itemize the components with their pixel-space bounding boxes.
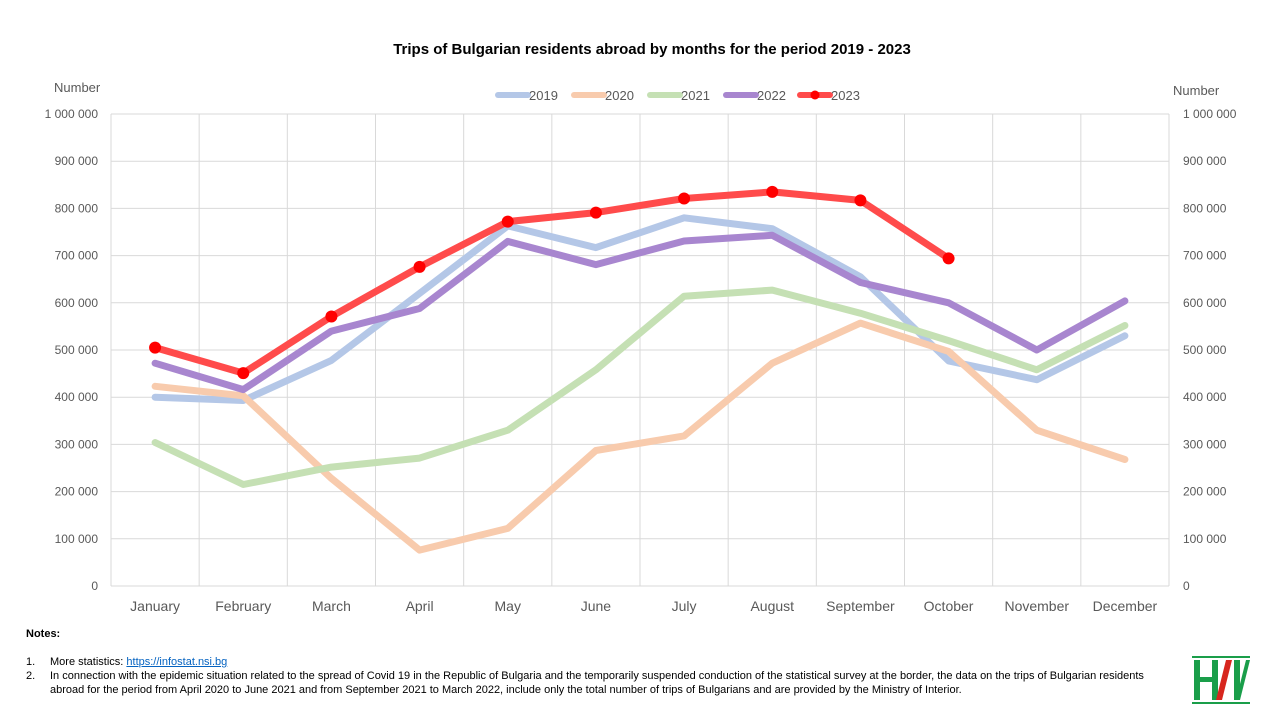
data-point-2023-october (942, 252, 955, 265)
infostat-link[interactable]: https://infostat.nsi.bg (126, 656, 228, 668)
y-tick-right: 0 (1183, 579, 1190, 593)
x-tick-july: July (672, 598, 697, 614)
y-tick-left: 200 000 (55, 485, 99, 499)
note-2: 2. In connection with the epidemic situa… (26, 669, 1146, 697)
note-1-text: More statistics: https://infostat.nsi.bg (50, 655, 227, 669)
notes: Notes: 1. More statistics: https://infos… (26, 627, 1146, 697)
data-point-2023-february (237, 367, 250, 380)
series-line-2023 (151, 188, 953, 377)
nsi-logo-icon (1192, 656, 1250, 704)
y-tick-right: 700 000 (1183, 249, 1227, 263)
y-tick-right: 400 000 (1183, 390, 1227, 404)
y-tick-right: 100 000 (1183, 532, 1227, 546)
y-tick-left: 300 000 (55, 437, 99, 451)
left-axis-unit: Number (54, 80, 101, 95)
y-tick-right: 300 000 (1183, 437, 1227, 451)
y-tick-right: 800 000 (1183, 201, 1227, 215)
legend: 2019 2020 2021 2022 2023 (495, 88, 860, 103)
note-2-text: In connection with the epidemic situatio… (50, 670, 1144, 696)
y-tick-left: 500 000 (55, 343, 99, 357)
x-tick-october: October (924, 598, 974, 614)
y-tick-right: 600 000 (1183, 296, 1227, 310)
y-tick-left: 100 000 (55, 532, 99, 546)
x-tick-april: April (406, 598, 434, 614)
y-tick-left: 900 000 (55, 154, 99, 168)
data-point-2023-september (854, 194, 867, 207)
data-point-2023-march (325, 310, 338, 323)
legend-label-2019: 2019 (529, 88, 558, 103)
line-chart: Trips of Bulgarian residents abroad by m… (45, 41, 1237, 614)
legend-label-2022: 2022 (757, 88, 786, 103)
x-tick-december: December (1093, 598, 1158, 614)
x-axis: January February March April May June July Augu… (130, 598, 1157, 614)
x-tick-january: January (130, 598, 180, 614)
x-tick-february: February (215, 598, 271, 614)
x-tick-september: September (826, 598, 895, 614)
x-tick-august: August (750, 598, 794, 614)
series-line-2020 (151, 319, 1129, 554)
y-tick-left: 700 000 (55, 249, 99, 263)
y-tick-left: 800 000 (55, 201, 99, 215)
legend-marker-2023 (810, 90, 820, 100)
right-axis-unit: Number (1173, 83, 1220, 98)
x-tick-march: March (312, 598, 351, 614)
note-1-number: 1. (26, 656, 36, 668)
data-point-2023-june (589, 206, 602, 219)
note-1-prefix: More statistics: (50, 656, 127, 668)
y-tick-right: 500 000 (1183, 343, 1227, 357)
y-axis-right: 0 100 000 200 000 300 000 400 000 500 000 600 … (1183, 107, 1237, 593)
data-point-2023-august (766, 185, 779, 198)
y-tick-right: 1 000 000 (1183, 107, 1237, 121)
x-tick-november: November (1004, 598, 1069, 614)
legend-label-2023: 2023 (831, 88, 860, 103)
y-axis-left: 0 100 000 200 000 300 000 400 000 500 000 600 … (45, 107, 99, 593)
note-1: 1. More statistics: https://infostat.nsi… (26, 655, 1146, 669)
chart-title: Trips of Bulgarian residents abroad by m… (393, 41, 911, 58)
y-tick-left: 0 (91, 579, 98, 593)
notes-heading: Notes: (26, 628, 61, 640)
y-tick-left: 600 000 (55, 296, 99, 310)
y-tick-left: 1 000 000 (45, 107, 99, 121)
y-tick-right: 200 000 (1183, 485, 1227, 499)
y-tick-left: 400 000 (55, 390, 99, 404)
legend-label-2020: 2020 (605, 88, 634, 103)
x-tick-june: June (581, 598, 612, 614)
series-group (149, 185, 1129, 554)
legend-label-2021: 2021 (681, 88, 710, 103)
grid (110, 113, 1170, 587)
y-tick-right: 900 000 (1183, 154, 1227, 168)
note-2-number: 2. (26, 670, 36, 682)
data-point-2023-may (501, 215, 514, 228)
data-point-2023-july (678, 192, 691, 205)
data-point-2023-april (413, 260, 426, 273)
data-point-2023-january (149, 341, 162, 354)
x-tick-may: May (495, 598, 521, 614)
series-line-2022 (151, 231, 1129, 394)
series-line-2021 (151, 286, 1129, 488)
